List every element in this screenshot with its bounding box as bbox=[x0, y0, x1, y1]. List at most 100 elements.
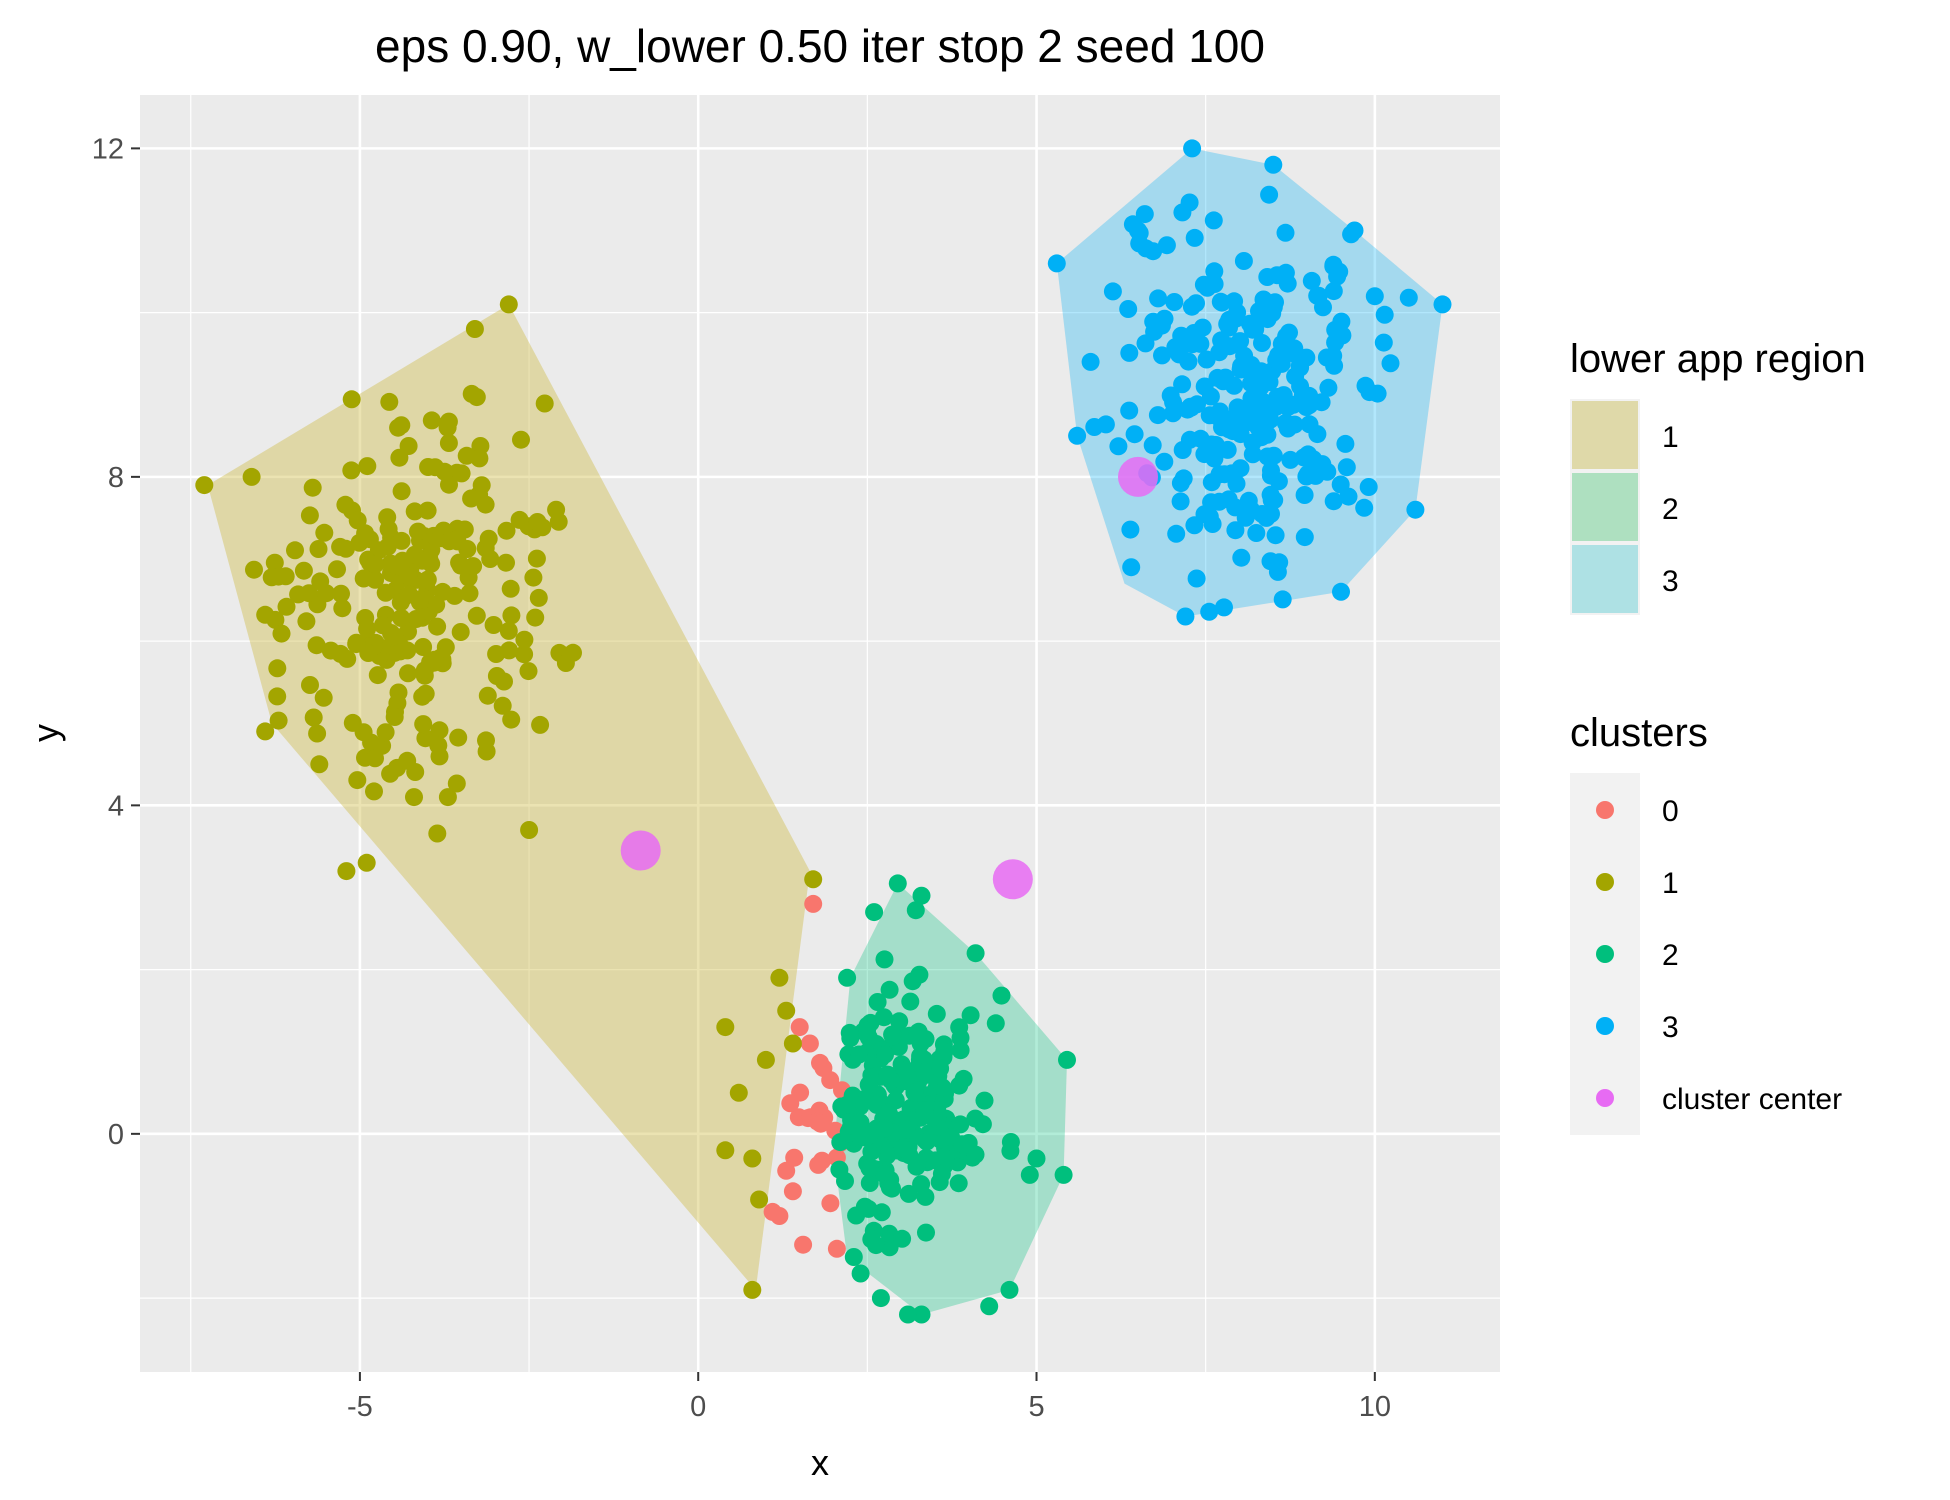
data-point-cluster-2 bbox=[992, 986, 1011, 1005]
legend-region-swatch-3 bbox=[1572, 545, 1638, 613]
data-point-cluster-3 bbox=[1262, 504, 1280, 523]
data-point-cluster-1 bbox=[510, 510, 529, 529]
data-point-cluster-1 bbox=[414, 715, 433, 734]
data-point-cluster-1 bbox=[515, 645, 534, 664]
data-point-cluster-1 bbox=[497, 553, 515, 572]
data-point-cluster-1 bbox=[405, 502, 424, 521]
data-point-cluster-1 bbox=[447, 774, 466, 793]
legend-lower-app-region: lower app region 1 2 3 bbox=[1570, 337, 1866, 615]
data-point-cluster-1 bbox=[464, 557, 483, 576]
data-point-cluster-1 bbox=[385, 708, 404, 726]
data-point-cluster-3 bbox=[1242, 500, 1260, 519]
data-point-cluster-0 bbox=[783, 1182, 802, 1201]
data-point-cluster-3 bbox=[1174, 469, 1193, 488]
data-point-cluster-3 bbox=[1332, 582, 1350, 601]
data-point-cluster-2 bbox=[876, 1045, 894, 1064]
data-point-cluster-1 bbox=[481, 550, 500, 568]
data-point-cluster-3 bbox=[1157, 236, 1176, 255]
data-point-cluster-2 bbox=[883, 1179, 901, 1198]
data-point-cluster-1 bbox=[465, 320, 484, 338]
data-point-cluster-3 bbox=[1081, 352, 1100, 371]
data-point-cluster-1 bbox=[272, 624, 291, 643]
data-point-cluster-3 bbox=[1096, 415, 1115, 434]
data-point-cluster-1 bbox=[269, 711, 288, 730]
data-point-cluster-3 bbox=[1227, 474, 1246, 493]
data-point-cluster-3 bbox=[1306, 466, 1325, 485]
data-point-cluster-0 bbox=[790, 1018, 809, 1037]
data-point-cluster-3 bbox=[1295, 486, 1314, 504]
x-tick-label: 5 bbox=[1028, 1391, 1044, 1423]
data-point-cluster-2 bbox=[980, 1297, 999, 1316]
data-point-cluster-3 bbox=[1268, 266, 1286, 285]
data-point-cluster-2 bbox=[966, 1145, 985, 1164]
data-point-cluster-3 bbox=[1381, 354, 1400, 373]
data-point-cluster-3 bbox=[1285, 339, 1304, 358]
data-point-cluster-1 bbox=[392, 482, 411, 501]
data-point-cluster-3 bbox=[1374, 333, 1393, 352]
data-point-cluster-3 bbox=[1319, 378, 1338, 397]
data-point-cluster-0 bbox=[770, 1207, 789, 1225]
data-point-cluster-3 bbox=[1191, 429, 1210, 448]
x-tick-label: -5 bbox=[347, 1391, 373, 1423]
data-point-cluster-3 bbox=[1253, 334, 1271, 352]
data-point-cluster-3 bbox=[1120, 343, 1139, 362]
data-point-cluster-3 bbox=[1365, 287, 1384, 306]
data-point-cluster-2 bbox=[916, 1187, 935, 1206]
data-point-cluster-1 bbox=[531, 715, 550, 734]
data-point-cluster-1 bbox=[427, 595, 446, 614]
data-point-cluster-3 bbox=[1148, 406, 1167, 425]
data-point-cluster-1 bbox=[333, 599, 352, 618]
data-point-cluster-1 bbox=[342, 390, 361, 409]
data-point-cluster-3 bbox=[1281, 450, 1300, 469]
data-point-cluster-2 bbox=[910, 965, 929, 984]
data-point-cluster-1 bbox=[356, 524, 375, 543]
data-point-cluster-0 bbox=[794, 1235, 813, 1254]
data-point-cluster-3 bbox=[1225, 292, 1244, 311]
data-point-cluster-1 bbox=[347, 633, 366, 652]
axes: -5 0 5 10 0 4 8 12 bbox=[92, 133, 1391, 1423]
data-point-cluster-2 bbox=[862, 1230, 881, 1249]
legend-clusters: clusters 0 1 2 3 cluster center bbox=[1570, 711, 1842, 1135]
data-point-cluster-2 bbox=[888, 874, 907, 893]
data-point-cluster-3 bbox=[1231, 459, 1250, 478]
data-point-cluster-2 bbox=[951, 1028, 970, 1047]
data-point-cluster-3 bbox=[1399, 288, 1418, 307]
data-point-cluster-2 bbox=[961, 1006, 980, 1025]
data-point-cluster-2 bbox=[858, 1021, 876, 1040]
data-point-cluster-1 bbox=[777, 1001, 796, 1020]
data-point-cluster-0 bbox=[811, 1053, 829, 1072]
data-point-cluster-3 bbox=[1119, 300, 1138, 318]
data-point-cluster-1 bbox=[366, 749, 384, 768]
data-point-cluster-1 bbox=[429, 736, 448, 755]
legend-region-label-1: 1 bbox=[1662, 421, 1679, 454]
data-point-cluster-3 bbox=[1198, 278, 1217, 297]
data-point-cluster-2 bbox=[912, 1305, 931, 1324]
cluster-center-point bbox=[1118, 456, 1159, 497]
data-point-cluster-3 bbox=[1182, 297, 1201, 316]
data-point-cluster-2 bbox=[860, 1174, 879, 1192]
data-point-cluster-1 bbox=[369, 541, 388, 560]
data-point-cluster-1 bbox=[390, 558, 409, 576]
data-point-cluster-3 bbox=[1324, 282, 1343, 301]
data-point-cluster-2 bbox=[874, 1008, 893, 1027]
data-point-cluster-3 bbox=[1359, 478, 1378, 496]
data-point-cluster-1 bbox=[449, 728, 468, 747]
data-point-cluster-3 bbox=[1272, 354, 1291, 373]
data-point-cluster-3 bbox=[1264, 295, 1283, 314]
data-point-cluster-3 bbox=[1406, 500, 1425, 519]
data-point-cluster-1 bbox=[493, 696, 512, 715]
y-tick-label: 4 bbox=[108, 790, 124, 822]
data-point-cluster-3 bbox=[1236, 414, 1255, 433]
data-point-cluster-1 bbox=[385, 627, 404, 646]
data-point-cluster-2 bbox=[896, 1061, 915, 1080]
data-point-cluster-1 bbox=[438, 788, 457, 807]
data-point-cluster-3 bbox=[1375, 305, 1394, 324]
y-tick-label: 8 bbox=[108, 462, 124, 494]
data-point-cluster-3 bbox=[1173, 375, 1192, 394]
data-point-cluster-1 bbox=[391, 593, 410, 612]
data-point-cluster-1 bbox=[304, 708, 323, 727]
data-point-cluster-1 bbox=[438, 418, 457, 437]
data-point-cluster-3 bbox=[1171, 492, 1190, 511]
x-tick-label: 0 bbox=[690, 1391, 706, 1423]
